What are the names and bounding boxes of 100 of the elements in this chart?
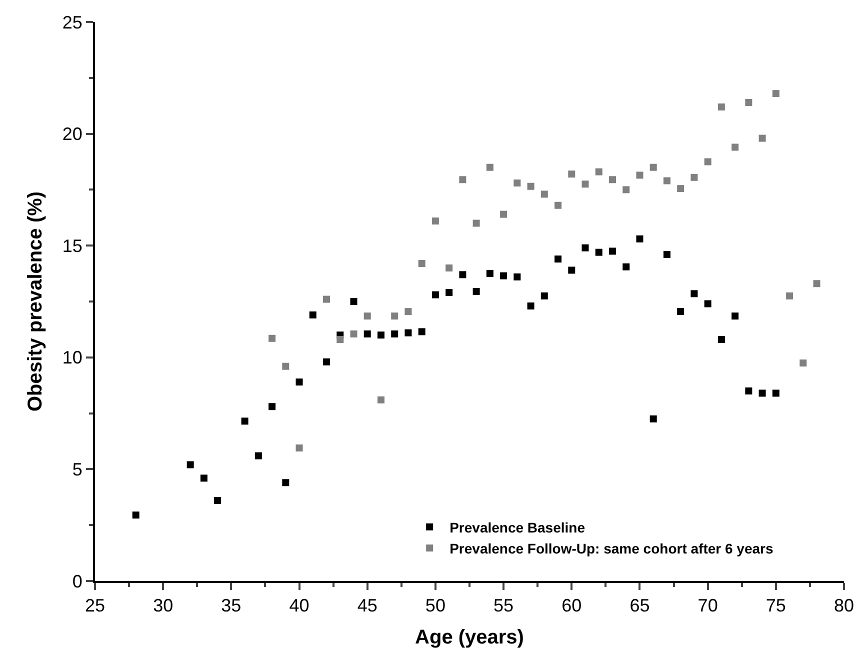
point [772, 90, 780, 98]
point [568, 170, 576, 178]
point [268, 334, 276, 342]
point [500, 210, 508, 218]
point [732, 144, 739, 151]
point [554, 202, 562, 209]
point [200, 474, 208, 482]
x-axis-title: Age (years) [415, 626, 524, 649]
point [745, 387, 752, 394]
x-tick-label: 50 [425, 596, 446, 616]
point [772, 390, 780, 397]
point [732, 312, 739, 320]
point [282, 362, 290, 370]
point [718, 103, 725, 110]
point [608, 248, 616, 255]
x-tick-label: 35 [221, 596, 242, 616]
point [540, 292, 548, 300]
point [622, 186, 630, 194]
point [132, 512, 140, 519]
point [404, 329, 412, 336]
point [514, 273, 521, 280]
y-tick-label: 10 [62, 348, 82, 368]
point [677, 308, 684, 316]
point [718, 336, 725, 344]
point [364, 312, 371, 320]
x-tick-label: 70 [698, 596, 718, 616]
point [446, 289, 453, 296]
y-tick-label: 5 [72, 460, 82, 480]
point [214, 497, 222, 504]
point [364, 330, 371, 338]
x-tick-label: 40 [289, 596, 310, 616]
point [677, 185, 684, 192]
y-axis-title: Obesity prevalence (%) [24, 191, 46, 412]
point [745, 99, 752, 106]
point [486, 270, 494, 278]
point [254, 452, 262, 460]
x-tick-label: 25 [84, 596, 106, 616]
point [323, 358, 330, 366]
point [595, 248, 602, 256]
point [514, 179, 521, 186]
point [309, 311, 316, 318]
point [296, 444, 303, 452]
x-tick-label: 80 [834, 596, 854, 616]
legend-label: Prevalence Baseline [450, 519, 586, 536]
point [391, 312, 398, 320]
point [540, 190, 548, 198]
x-tick-label: 30 [153, 596, 174, 616]
point [690, 290, 698, 298]
legend-label: Prevalence Follow-Up: same cohort after 6 years [450, 540, 774, 556]
point [336, 336, 344, 344]
point [663, 177, 670, 184]
point [472, 220, 480, 227]
point [377, 396, 384, 404]
point [758, 134, 766, 142]
point [582, 244, 589, 252]
point [636, 172, 644, 179]
y-tick-label: 25 [62, 12, 82, 32]
point [432, 218, 439, 224]
point [459, 176, 466, 184]
point [432, 291, 439, 298]
x-tick-label: 45 [357, 596, 378, 616]
point [486, 164, 494, 171]
point [296, 378, 303, 386]
x-tick-label: 65 [630, 596, 650, 616]
point [350, 330, 358, 338]
point [650, 164, 657, 171]
point [622, 263, 630, 270]
point [595, 168, 602, 176]
y-tick-label: 15 [62, 236, 82, 256]
point [554, 256, 562, 263]
point [377, 332, 384, 339]
point [268, 403, 276, 410]
point [323, 296, 330, 303]
point [446, 264, 453, 272]
point [282, 479, 290, 486]
point [186, 461, 194, 468]
point [241, 418, 248, 425]
point [786, 292, 794, 300]
point [582, 180, 589, 188]
point [690, 174, 698, 181]
point [636, 235, 644, 242]
point [813, 280, 820, 288]
y-tick-label: 20 [62, 124, 82, 144]
point [350, 298, 358, 305]
point [404, 308, 412, 316]
point [472, 288, 480, 295]
x-tick-label: 55 [494, 596, 514, 616]
x-tick-label: 75 [766, 596, 786, 616]
point [500, 272, 508, 280]
point [459, 271, 466, 278]
point [418, 328, 426, 336]
point [758, 390, 766, 397]
y-tick-label: 0 [72, 571, 82, 592]
point [527, 182, 534, 190]
point [663, 251, 670, 258]
point [704, 300, 712, 308]
x-tick-label: 60 [562, 596, 582, 616]
point [568, 266, 576, 274]
point [527, 302, 534, 310]
point [608, 176, 616, 184]
